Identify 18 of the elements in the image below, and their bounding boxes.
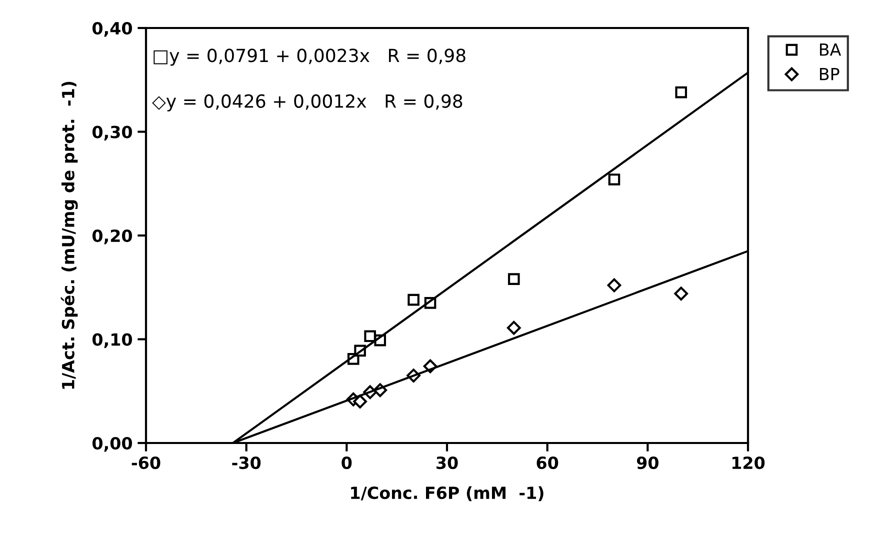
y-axis-title: 1/Act. Spéc. (mU/mg de prot. -1) [60, 82, 78, 389]
annotation: ◇y = 0,0426 + 0,0012x R = 0,98 [152, 94, 462, 112]
x-tick-label: 30 [436, 456, 458, 470]
y-tick-label: 0,20 [92, 229, 132, 244]
x-tick-label: -60 [132, 456, 160, 470]
legend-label: BP [820, 68, 840, 80]
annotation: □y = 0,0791 + 0,0023x R = 0,98 [154, 48, 466, 66]
x-tick-label: -30 [232, 456, 261, 470]
x-tick-label: 0 [342, 456, 352, 470]
legend-label: BA [820, 44, 842, 56]
x-tick-label: 120 [732, 456, 765, 470]
y-tick-label: 0,10 [92, 333, 132, 348]
x-tick-label: 60 [536, 456, 558, 470]
y-tick-label: 0,40 [92, 22, 132, 37]
y-tick-label: 0,30 [92, 126, 132, 140]
y-tick-label: 0,00 [92, 436, 132, 452]
x-axis-title: 1/Conc. F6P (mM -1) [351, 486, 544, 502]
x-tick-label: 90 [636, 456, 658, 470]
